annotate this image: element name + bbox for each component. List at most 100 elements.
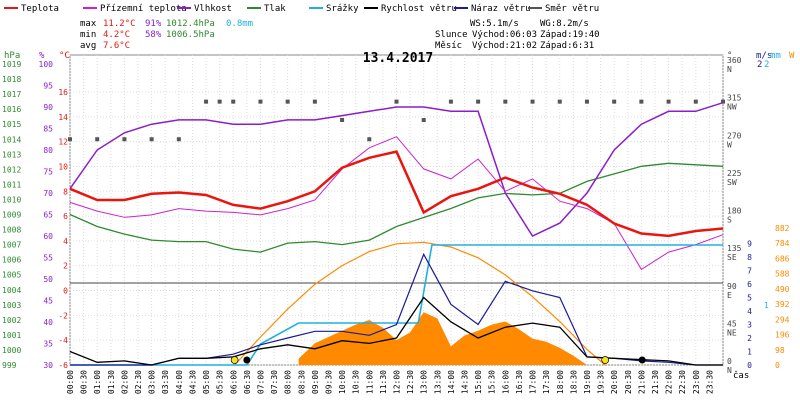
legend-label: Vlhkost <box>194 4 232 14</box>
x-tick-label: 22:30 <box>678 370 687 394</box>
wind-direction-point <box>312 99 317 104</box>
x-tick-label: 21:00 <box>637 370 646 394</box>
x-tick-label: 20:00 <box>610 370 619 394</box>
x-tick-label: 06:30 <box>243 370 252 394</box>
x-tick-label: 20:30 <box>624 370 633 394</box>
solar-tick: 98 <box>775 346 785 355</box>
humidity-axis-label: % <box>39 51 45 61</box>
humidity-tick: 70 <box>43 189 53 198</box>
wind-axis-top: 2 <box>757 60 762 70</box>
direction-tick-deg: 225 <box>727 169 742 178</box>
stat-min-press: 1006.5hPa <box>166 30 215 40</box>
x-tick-label: 04:30 <box>188 370 197 394</box>
stat-moonrise: Východ:21:02 <box>472 41 537 51</box>
solar-tick: 0 <box>775 361 780 370</box>
x-tick-label: 07:30 <box>270 370 279 394</box>
x-tick-label: 04:00 <box>175 370 184 394</box>
stat-avg-temp: 7.6°C <box>103 41 130 51</box>
x-tick-label: 07:00 <box>256 370 265 394</box>
direction-axis-label: ° <box>727 51 732 61</box>
moon-marker <box>243 356 251 364</box>
stat-max-hum: 91% <box>145 19 162 29</box>
x-tick-label: 19:30 <box>597 370 606 394</box>
stat-sunset: Západ:19:40 <box>540 30 600 40</box>
pressure-tick: 1010 <box>2 195 21 204</box>
x-tick-label: 01:30 <box>107 370 116 394</box>
pressure-axis-label: hPa <box>4 51 20 61</box>
x-tick-label: 12:30 <box>406 370 415 394</box>
direction-tick-dir: E <box>727 291 732 300</box>
x-tick-label: 14:30 <box>461 370 470 394</box>
temperature-axis-label: °C <box>59 51 70 61</box>
x-tick-label: 17:00 <box>529 370 538 394</box>
stat-max-rain: 0.8mm <box>226 19 253 29</box>
wind-tick: 7 <box>747 267 752 276</box>
humidity-line <box>69 101 724 237</box>
solar-tick: 196 <box>775 331 790 340</box>
solar-tick: 490 <box>775 285 790 294</box>
legend-label: Tlak <box>264 4 286 14</box>
temperature-tick: 16 <box>58 88 68 97</box>
legend-item: Tlak <box>247 4 286 14</box>
legend-label: Rychlost větru <box>381 4 457 14</box>
wind-direction-point <box>95 137 100 142</box>
wind-direction-point <box>285 99 290 104</box>
legend-item: Přízemní teplota <box>83 4 187 14</box>
humidity-tick: 30 <box>43 361 53 370</box>
x-tick-label: 11:00 <box>365 370 374 394</box>
direction-tick-deg: 90 <box>727 282 737 291</box>
x-tick-label: 08:00 <box>284 370 293 394</box>
wind-direction-point <box>217 99 222 104</box>
pressure-tick: 1012 <box>2 165 21 174</box>
solar-tick: 784 <box>775 239 790 248</box>
direction-tick-deg: 45 <box>727 319 737 328</box>
pressure-tick: 1016 <box>2 105 21 114</box>
humidity-tick: 50 <box>43 275 53 284</box>
sun-marker <box>601 356 610 364</box>
direction-tick-deg: 0 <box>727 357 732 366</box>
temperature-tick: 0 <box>63 287 68 296</box>
humidity-tick: 65 <box>43 211 53 220</box>
x-tick-label: 13:30 <box>433 370 442 394</box>
solar-tick: 686 <box>775 254 790 263</box>
x-tick-label: 00:30 <box>80 370 89 394</box>
pressure-tick: 1017 <box>2 90 21 99</box>
x-tick-label: 09:30 <box>324 370 333 394</box>
pressure-tick: 1019 <box>2 60 21 69</box>
x-tick-label: 10:00 <box>338 370 347 394</box>
wind-direction-point <box>258 99 263 104</box>
stat-sunrise: Východ:06:03 <box>472 30 537 40</box>
pressure-line <box>69 162 724 253</box>
x-tick-label: 18:00 <box>556 370 565 394</box>
wind-direction-point <box>666 99 671 104</box>
pressure-tick: 1003 <box>2 301 21 310</box>
wind-direction-point <box>394 99 399 104</box>
temperature-tick: 6 <box>63 212 68 221</box>
temperature-tick: 14 <box>58 113 68 122</box>
humidity-tick: 45 <box>43 297 53 306</box>
solar-tick: 882 <box>775 224 790 233</box>
legend-label: Teplota <box>21 4 59 14</box>
wind-tick: 0 <box>747 361 752 370</box>
pressure-tick: 1002 <box>2 316 21 325</box>
x-tick-label: 10:30 <box>352 370 361 394</box>
humidity-tick: 100 <box>39 60 54 69</box>
pressure-tick: 1008 <box>2 226 21 235</box>
direction-tick-dir: S <box>727 216 732 225</box>
humidity-tick: 55 <box>43 254 53 263</box>
x-tick-label: 05:00 <box>202 370 211 394</box>
x-tick-label: 13:00 <box>420 370 429 394</box>
x-tick-label: 02:30 <box>134 370 143 394</box>
chart-title-text: 13.4.2017 <box>363 51 433 66</box>
stat-wind-wg: WG:8.2m/s <box>540 19 589 29</box>
pressure-tick: 1011 <box>2 180 21 189</box>
plot-area <box>68 54 725 366</box>
axis-ticks: 9991000100110021003100410051006100710081… <box>2 56 790 375</box>
pressure-tick: 1014 <box>2 135 21 144</box>
temperature-tick: -2 <box>58 311 68 320</box>
stat-moonset: Západ:6:31 <box>540 41 594 51</box>
temperature-tick: 8 <box>63 187 68 196</box>
x-tick-label: 23:30 <box>705 370 714 394</box>
pressure-tick: 1009 <box>2 211 21 220</box>
x-tick-label: 21:30 <box>651 370 660 394</box>
